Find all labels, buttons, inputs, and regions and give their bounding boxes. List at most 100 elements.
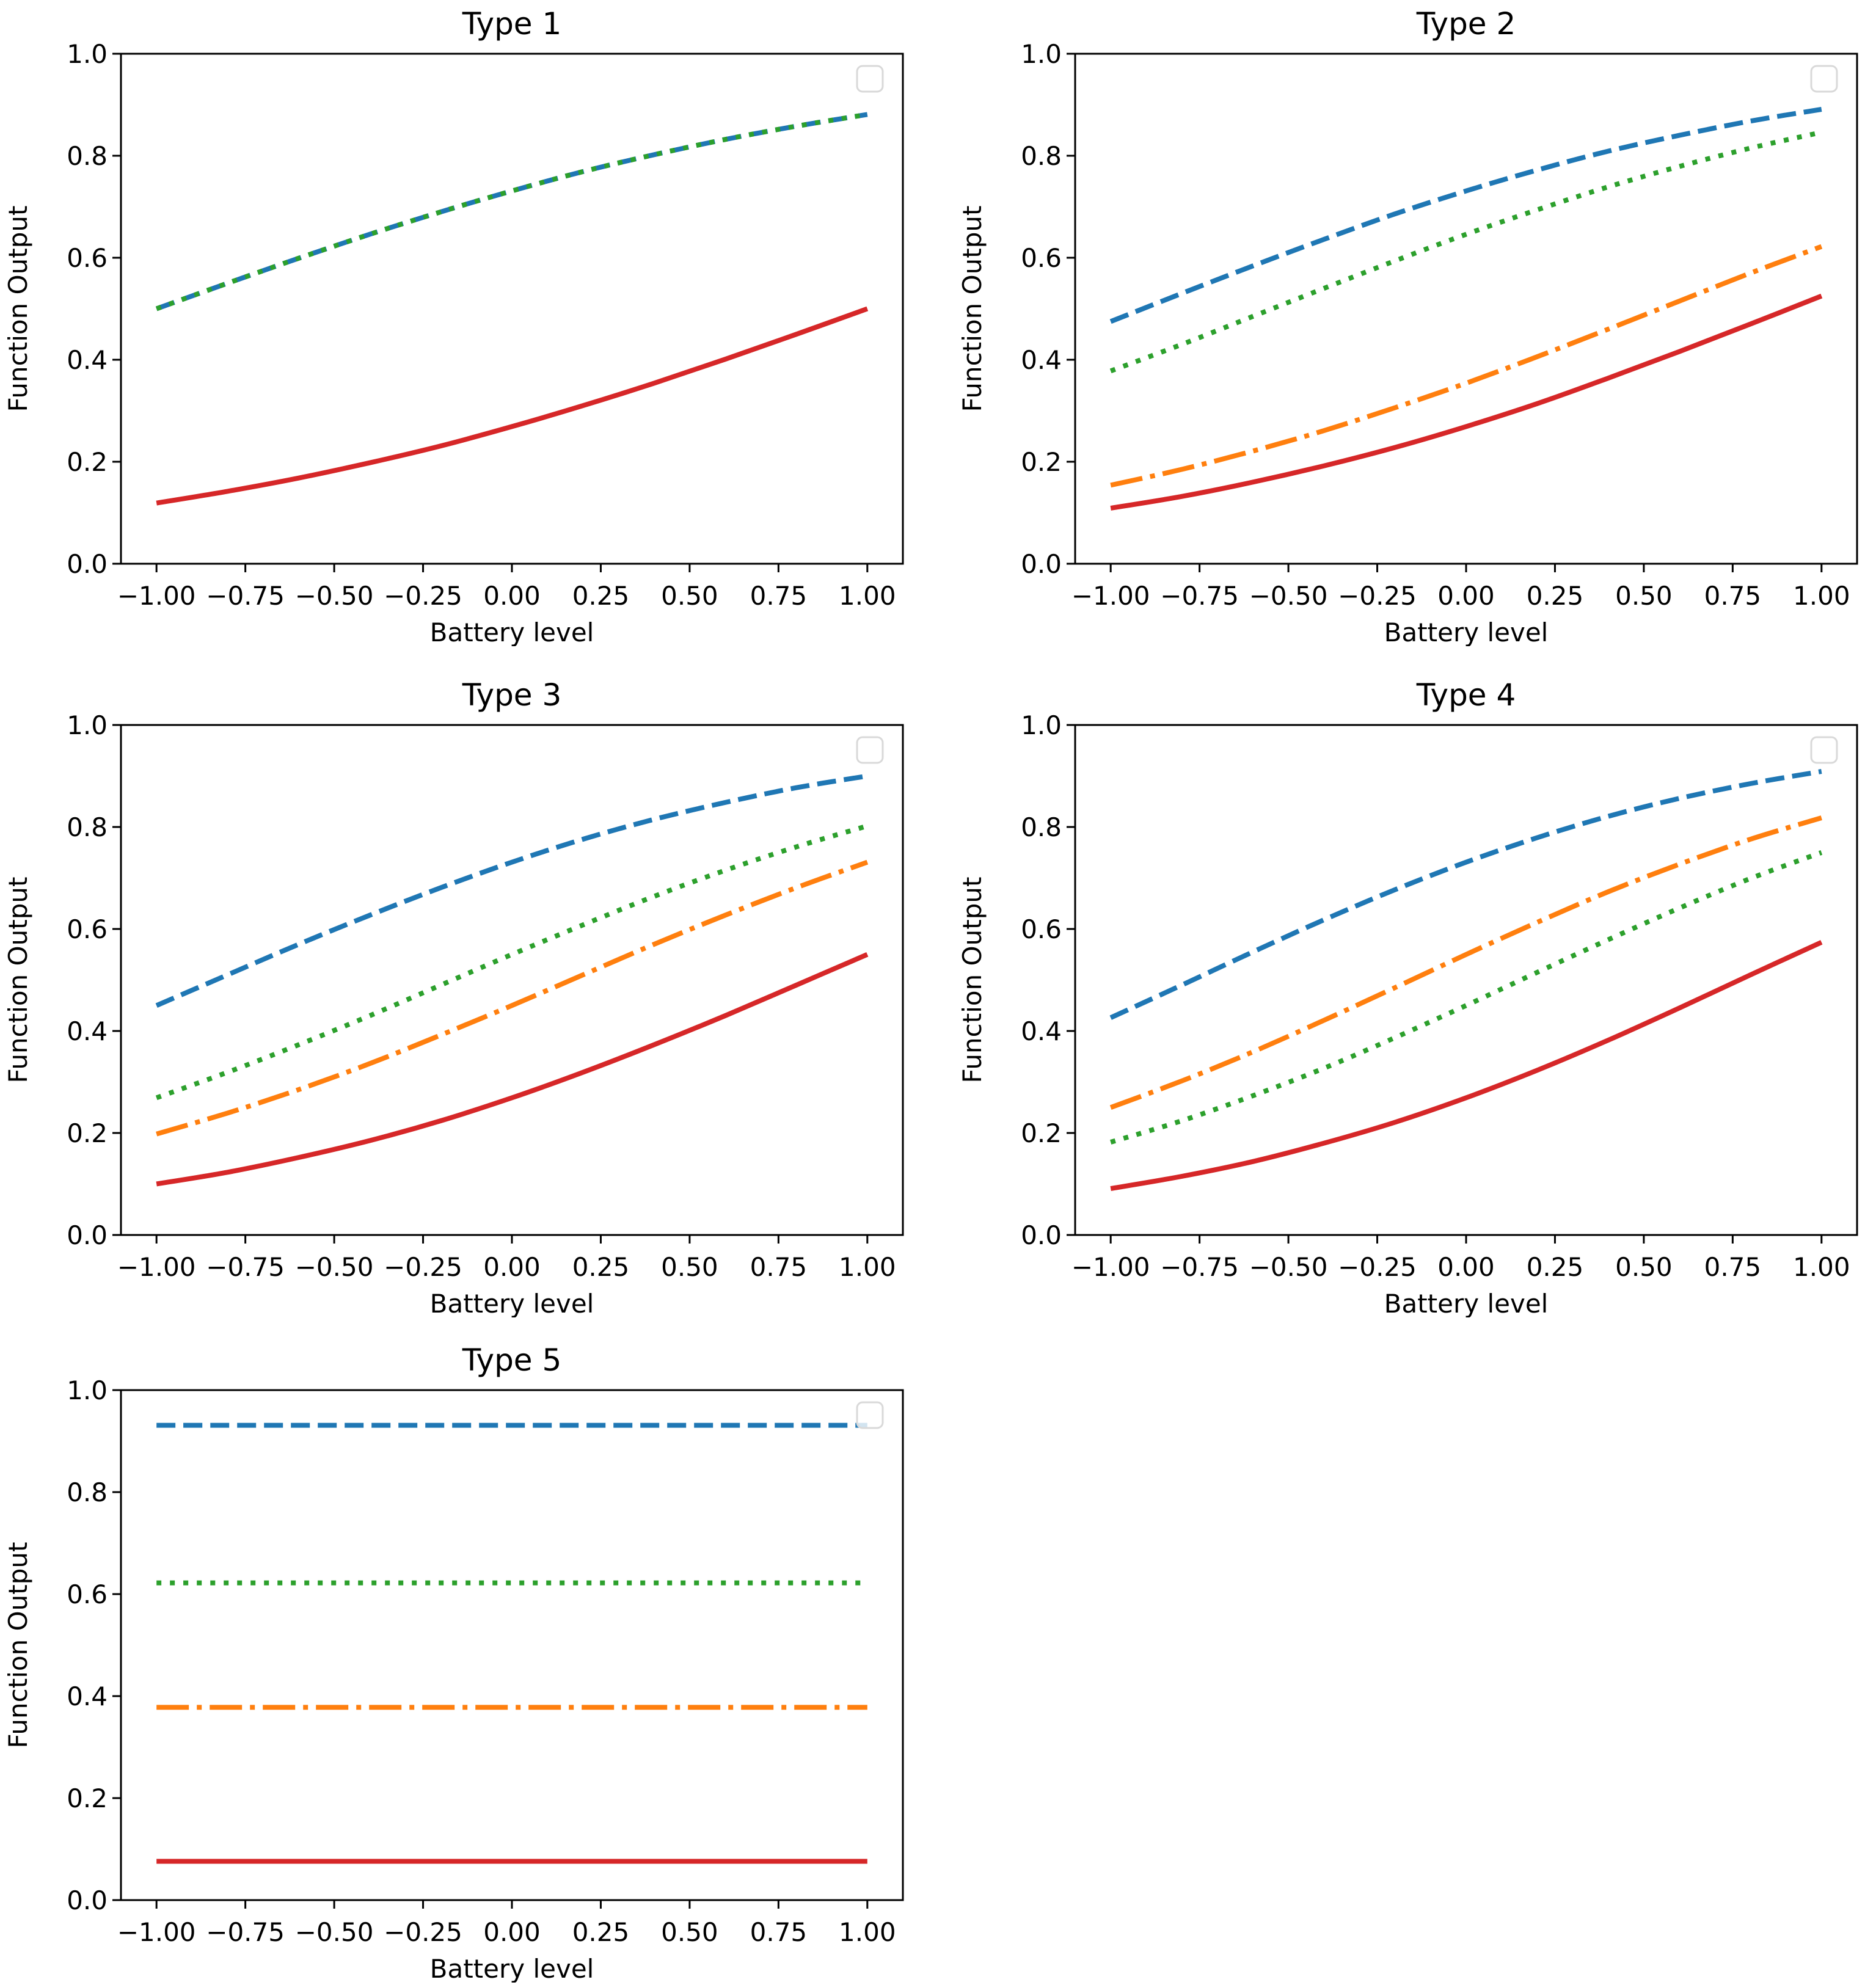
x-tick-label: 0.00: [483, 581, 541, 611]
y-tick-label: 0.6: [1021, 914, 1062, 944]
series-blue-dashed: [155, 112, 868, 311]
x-axis-label: Battery level: [430, 617, 594, 646]
series-blue-dashed: [1109, 107, 1822, 324]
x-tick-label: 0.75: [1704, 1252, 1762, 1282]
series-lines: [1109, 107, 1823, 511]
axes-spines: [120, 53, 904, 565]
y-tick-label: 0.0: [67, 1885, 108, 1915]
y-tick-label: 0.4: [67, 1016, 108, 1046]
x-tick-label: 0.75: [750, 581, 808, 611]
y-axis-label: Function Output: [959, 877, 987, 1084]
x-tick-label: 0.50: [661, 1917, 718, 1947]
x-tick-label: 0.75: [750, 1917, 808, 1947]
y-tick-label: 0.8: [67, 1477, 108, 1507]
y-tick-label: 0.2: [1021, 447, 1062, 477]
x-tick-label: −0.50: [295, 1917, 374, 1947]
axis-ticks: [112, 1389, 869, 1909]
y-tick-label: 0.6: [67, 243, 108, 273]
x-tick-label: −0.75: [206, 1252, 285, 1282]
x-axis-label: Battery level: [430, 1289, 594, 1317]
x-tick-label: −0.50: [295, 581, 374, 611]
y-tick-label: 0.4: [1021, 1016, 1062, 1046]
series-blue-dashed: [155, 773, 868, 1008]
x-tick-label: 0.25: [1527, 581, 1584, 611]
y-tick-label: 0.4: [67, 1681, 108, 1711]
x-tick-label: −0.75: [1160, 581, 1239, 611]
x-tick-label: −0.25: [384, 581, 462, 611]
axis-ticks: [112, 53, 869, 572]
axis-ticks: [1067, 53, 1823, 572]
x-tick-label: −1.00: [117, 581, 196, 611]
legend-box: [856, 1401, 884, 1429]
x-tick-label: 0.25: [572, 1917, 630, 1947]
x-tick-label: 1.00: [839, 1917, 896, 1947]
y-tick-label: 0.2: [67, 1118, 108, 1148]
x-axis-label: Battery level: [1384, 1289, 1549, 1317]
chart-title: Type 4: [1416, 677, 1516, 713]
axes-spines: [120, 1389, 904, 1901]
x-tick-label: −0.25: [384, 1252, 462, 1282]
x-tick-label: −1.00: [117, 1917, 196, 1947]
chart-title: Type 3: [462, 677, 562, 713]
y-tick-label: 1.0: [67, 39, 108, 69]
series-red-solid: [156, 306, 869, 506]
series-blue-dashed: [1109, 769, 1822, 1020]
x-tick-label: 0.75: [750, 1252, 808, 1282]
subplot-type-5: Type 5 0.0 0.2 0.4 0.6 0.8 1.0 −1.00 −0.75 −0.50−…: [3, 1341, 921, 1985]
series-green-dotted: [155, 112, 868, 311]
chart-title: Type 1: [462, 6, 562, 42]
y-tick-label: 0.0: [67, 1220, 108, 1250]
subplot-type-2: Type 2 0.0 0.2 0.4 0.6 0.8 1.0 −1.00 −0.75 −0.50−…: [957, 5, 1875, 649]
y-tick-label: 0.0: [67, 549, 108, 579]
y-tick-label: 0.6: [67, 1579, 108, 1609]
x-tick-label: 0.25: [572, 1252, 630, 1282]
y-tick-label: 0.8: [1021, 812, 1062, 842]
y-tick-label: 1.0: [67, 1375, 108, 1405]
axis-ticks: [1067, 724, 1823, 1244]
y-tick-label: 0.8: [1021, 141, 1062, 171]
series-orange-dashdot: [156, 859, 869, 1137]
subplot-type-1: Type 1 0.0 0.2 0.4 0.6 0.8 1.0 −1.00 −0.75 −0.50−…: [3, 5, 921, 649]
legend-box: [856, 65, 884, 93]
x-tick-label: −0.50: [1249, 1252, 1328, 1282]
y-tick-label: 0.2: [67, 447, 108, 477]
series-orange-dashdot: [1110, 244, 1823, 488]
series-lines: [155, 773, 869, 1187]
x-tick-label: 0.00: [1437, 1252, 1495, 1282]
x-tick-label: −0.50: [1249, 581, 1328, 611]
series-red-solid: [156, 952, 869, 1187]
y-axis-label: Function Output: [5, 877, 33, 1084]
y-axis-label: Function Output: [959, 206, 987, 412]
x-tick-label: −1.00: [1071, 1252, 1150, 1282]
x-tick-label: −0.75: [206, 581, 285, 611]
y-tick-label: 0.0: [1021, 549, 1062, 579]
chart-title: Type 2: [1416, 6, 1516, 42]
x-tick-label: 0.50: [1615, 581, 1673, 611]
y-tick-label: 0.2: [67, 1783, 108, 1813]
series-lines: [155, 112, 869, 506]
y-tick-label: 0.4: [1021, 345, 1062, 375]
y-tick-label: 0.8: [67, 141, 108, 171]
series-red-solid: [1110, 293, 1823, 511]
x-tick-label: 0.75: [1704, 581, 1762, 611]
x-tick-label: 0.25: [1527, 1252, 1584, 1282]
series-green-dotted: [1109, 129, 1822, 374]
series-green-dotted: [155, 823, 868, 1101]
axes-spines: [1074, 53, 1858, 565]
series-lines: [156, 1422, 867, 1864]
x-axis-label: Battery level: [430, 1954, 594, 1983]
chart-svg: Type 4 0.0 0.2 0.4 0.6 0.8 1.0 −1.00 −0.75 −0.50−…: [957, 677, 1858, 1319]
x-tick-label: −1.00: [1071, 581, 1150, 611]
x-tick-label: 1.00: [839, 1252, 896, 1282]
subplot-type-3: Type 3 0.0 0.2 0.4 0.6 0.8 1.0 −1.00 −0.75 −0.50−…: [3, 676, 921, 1320]
y-tick-label: 0.2: [1021, 1118, 1062, 1148]
chart-title: Type 5: [462, 1342, 562, 1378]
y-tick-label: 1.0: [1021, 39, 1062, 69]
legend-box: [1810, 65, 1838, 93]
series-lines: [1109, 769, 1823, 1191]
x-tick-label: 0.25: [572, 581, 630, 611]
chart-svg: Type 3 0.0 0.2 0.4 0.6 0.8 1.0 −1.00 −0.75 −0.50−…: [3, 677, 904, 1319]
y-axis-label: Function Output: [5, 206, 33, 412]
y-tick-label: 0.6: [67, 914, 108, 944]
